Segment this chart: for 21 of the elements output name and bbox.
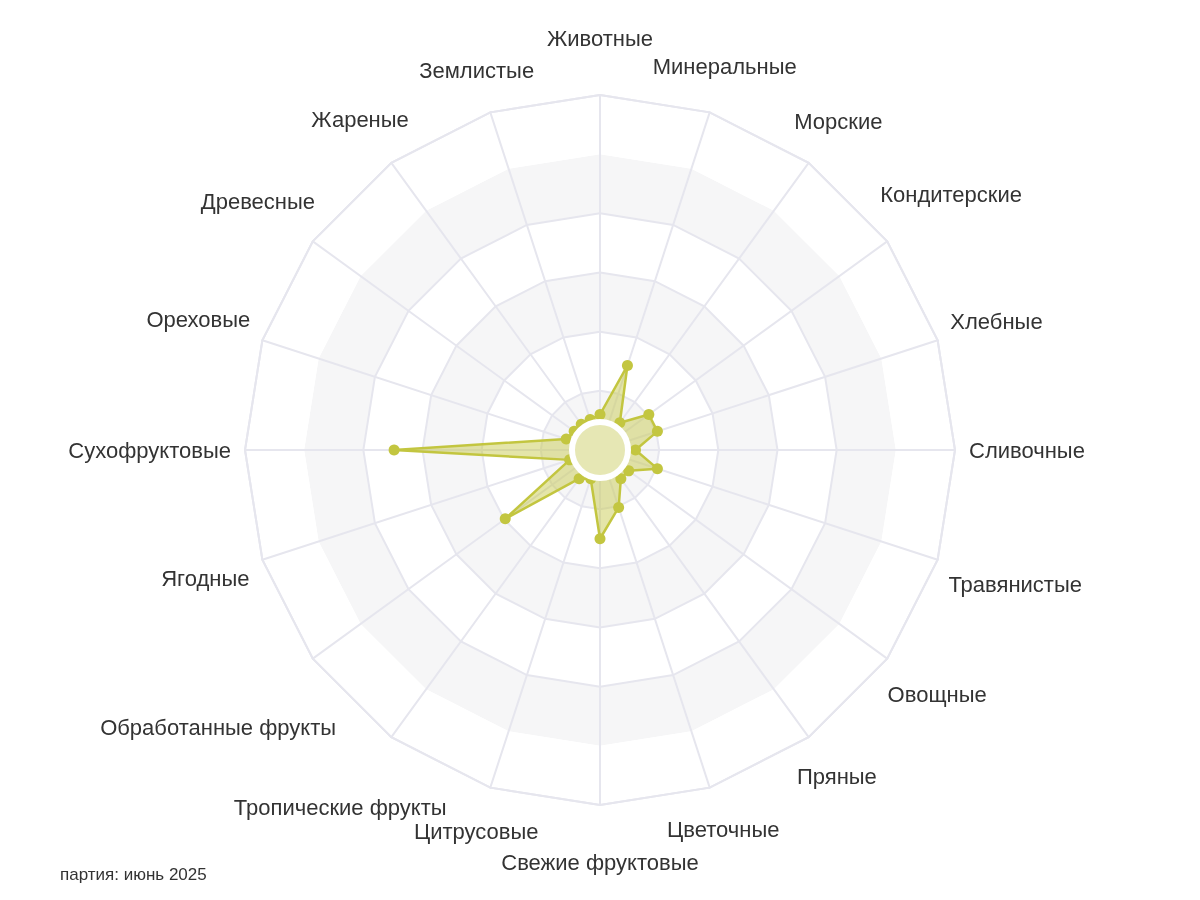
spoke-label: Пряные <box>796 763 877 789</box>
spoke-label: Цитрусовые <box>413 818 539 844</box>
spoke-label: Ореховые <box>146 306 251 332</box>
spoke-label: Жареные <box>311 107 409 133</box>
spoke-label: Морские <box>794 109 883 135</box>
spoke-label: Обработанные фрукты <box>100 714 337 740</box>
spoke-label: Свежие фруктовые <box>501 849 699 875</box>
spoke-label: Цветочные <box>666 816 780 842</box>
spoke-label: Кондитерские <box>880 182 1022 208</box>
spoke-label: Животные <box>546 25 654 51</box>
spoke-label: Овощные <box>887 682 987 708</box>
spoke-label: Древесные <box>200 188 316 214</box>
spoke-label: Землистые <box>419 57 535 83</box>
spoke-label: Хлебные <box>950 308 1043 334</box>
spoke-label: Ягодные <box>161 565 250 591</box>
text: партия: июнь 2025 <box>60 865 207 885</box>
spoke-label: Минеральные <box>652 53 797 79</box>
spoke-label: Травянистые <box>948 572 1082 598</box>
spoke-label: Тропические фрукты <box>233 795 447 821</box>
spoke-label: Сухофруктовые <box>68 437 231 463</box>
spoke-label: Сливочные <box>969 437 1085 463</box>
